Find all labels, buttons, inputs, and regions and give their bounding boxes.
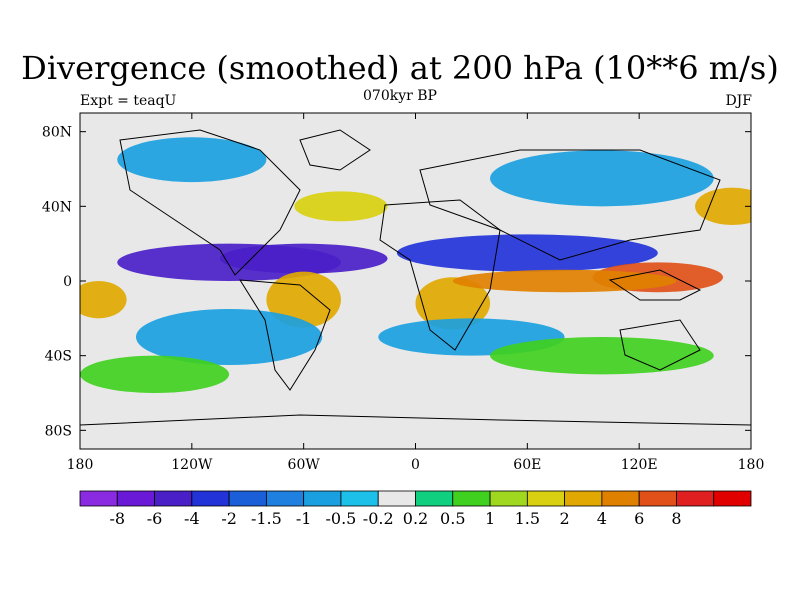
colorbar-label: 8 <box>671 509 681 528</box>
y-tick-label: 80S <box>45 423 72 439</box>
x-tick-label: 60E <box>513 457 541 473</box>
colorbar-label: -1.5 <box>251 509 282 528</box>
divergence-region-2 <box>396 234 658 272</box>
y-tick-label: 80N <box>42 125 72 141</box>
colorbar-swatch <box>377 490 416 507</box>
colorbar-label: 0.2 <box>403 509 428 528</box>
x-tick-label: 120W <box>171 457 213 473</box>
colorbar-swatch <box>564 490 603 507</box>
y-tick-label: 40S <box>45 349 72 365</box>
colorbar-label: 1.5 <box>515 509 540 528</box>
divergence-region-1 <box>219 243 388 274</box>
colorbar-swatch <box>415 490 454 507</box>
colorbar-label: -2 <box>221 509 237 528</box>
x-tick-label: 120E <box>621 457 658 473</box>
divergence-region-11 <box>135 309 323 365</box>
colorbar-label: -1 <box>296 509 312 528</box>
colorbar-label: 2 <box>560 509 570 528</box>
colorbar-label: 0.5 <box>440 509 465 528</box>
divergence-region-13 <box>294 191 388 222</box>
x-tick-label: 180 <box>67 457 94 473</box>
colorbar: -8 -6 -4 -2 -1.5 -1 -0.5 -0.2 0.2 0.5 1 1.5 2 4 6 8 <box>79 490 752 528</box>
colorbar-swatch <box>713 490 752 507</box>
x-axis: 180 120W 60W 0 60E 120E 180 <box>67 113 765 473</box>
divergence-region-10 <box>695 187 751 225</box>
colorbar-swatch <box>79 490 118 507</box>
divergence-region-6 <box>415 277 491 330</box>
x-tick-label: 180 <box>738 457 765 473</box>
colorbar-swatch <box>265 490 305 507</box>
colorbar-swatch <box>601 490 640 507</box>
divergence-region-9 <box>80 281 127 319</box>
colorbar-swatch <box>154 490 193 507</box>
divergence-region-3 <box>117 137 267 183</box>
colorbar-label: 1 <box>485 509 495 528</box>
colorbar-swatch <box>228 490 267 507</box>
colorbar-swatch <box>116 490 155 507</box>
colorbar-swatch <box>676 490 715 507</box>
experiment-label: Expt = teaqU <box>80 93 177 109</box>
divergence-field <box>80 137 751 394</box>
y-axis: 80N 40N 0 40S 80S <box>42 125 751 439</box>
colorbar-label: 4 <box>597 509 607 528</box>
colorbar-swatch <box>452 490 491 507</box>
divergence-region-5 <box>266 271 341 328</box>
colorbar-swatch <box>191 490 230 507</box>
colorbar-swatch <box>526 490 566 507</box>
y-tick-label: 0 <box>63 274 72 290</box>
colorbar-label: -0.5 <box>326 509 357 528</box>
colorbar-label: 6 <box>634 509 644 528</box>
colorbar-label: -6 <box>147 509 163 528</box>
season-label: DJF <box>725 93 752 109</box>
colorbar-label: -4 <box>184 509 200 528</box>
divergence-region-14 <box>490 337 714 375</box>
divergence-region-15 <box>80 355 230 394</box>
colorbar-label: -0.2 <box>363 509 394 528</box>
epoch-label: 070kyr BP <box>363 88 437 104</box>
colorbar-swatch <box>638 490 677 507</box>
divergence-region-4 <box>490 150 714 207</box>
x-tick-label: 60W <box>288 457 321 473</box>
colorbar-label: -8 <box>109 509 125 528</box>
x-tick-label: 0 <box>411 457 420 473</box>
colorbar-swatch <box>303 490 342 507</box>
chart-title: Divergence (smoothed) at 200 hPa (10**6 … <box>21 49 779 87</box>
colorbar-swatch <box>489 490 528 507</box>
coastlines <box>80 129 751 426</box>
colorbar-swatch <box>340 490 379 507</box>
y-tick-label: 40N <box>42 199 72 215</box>
